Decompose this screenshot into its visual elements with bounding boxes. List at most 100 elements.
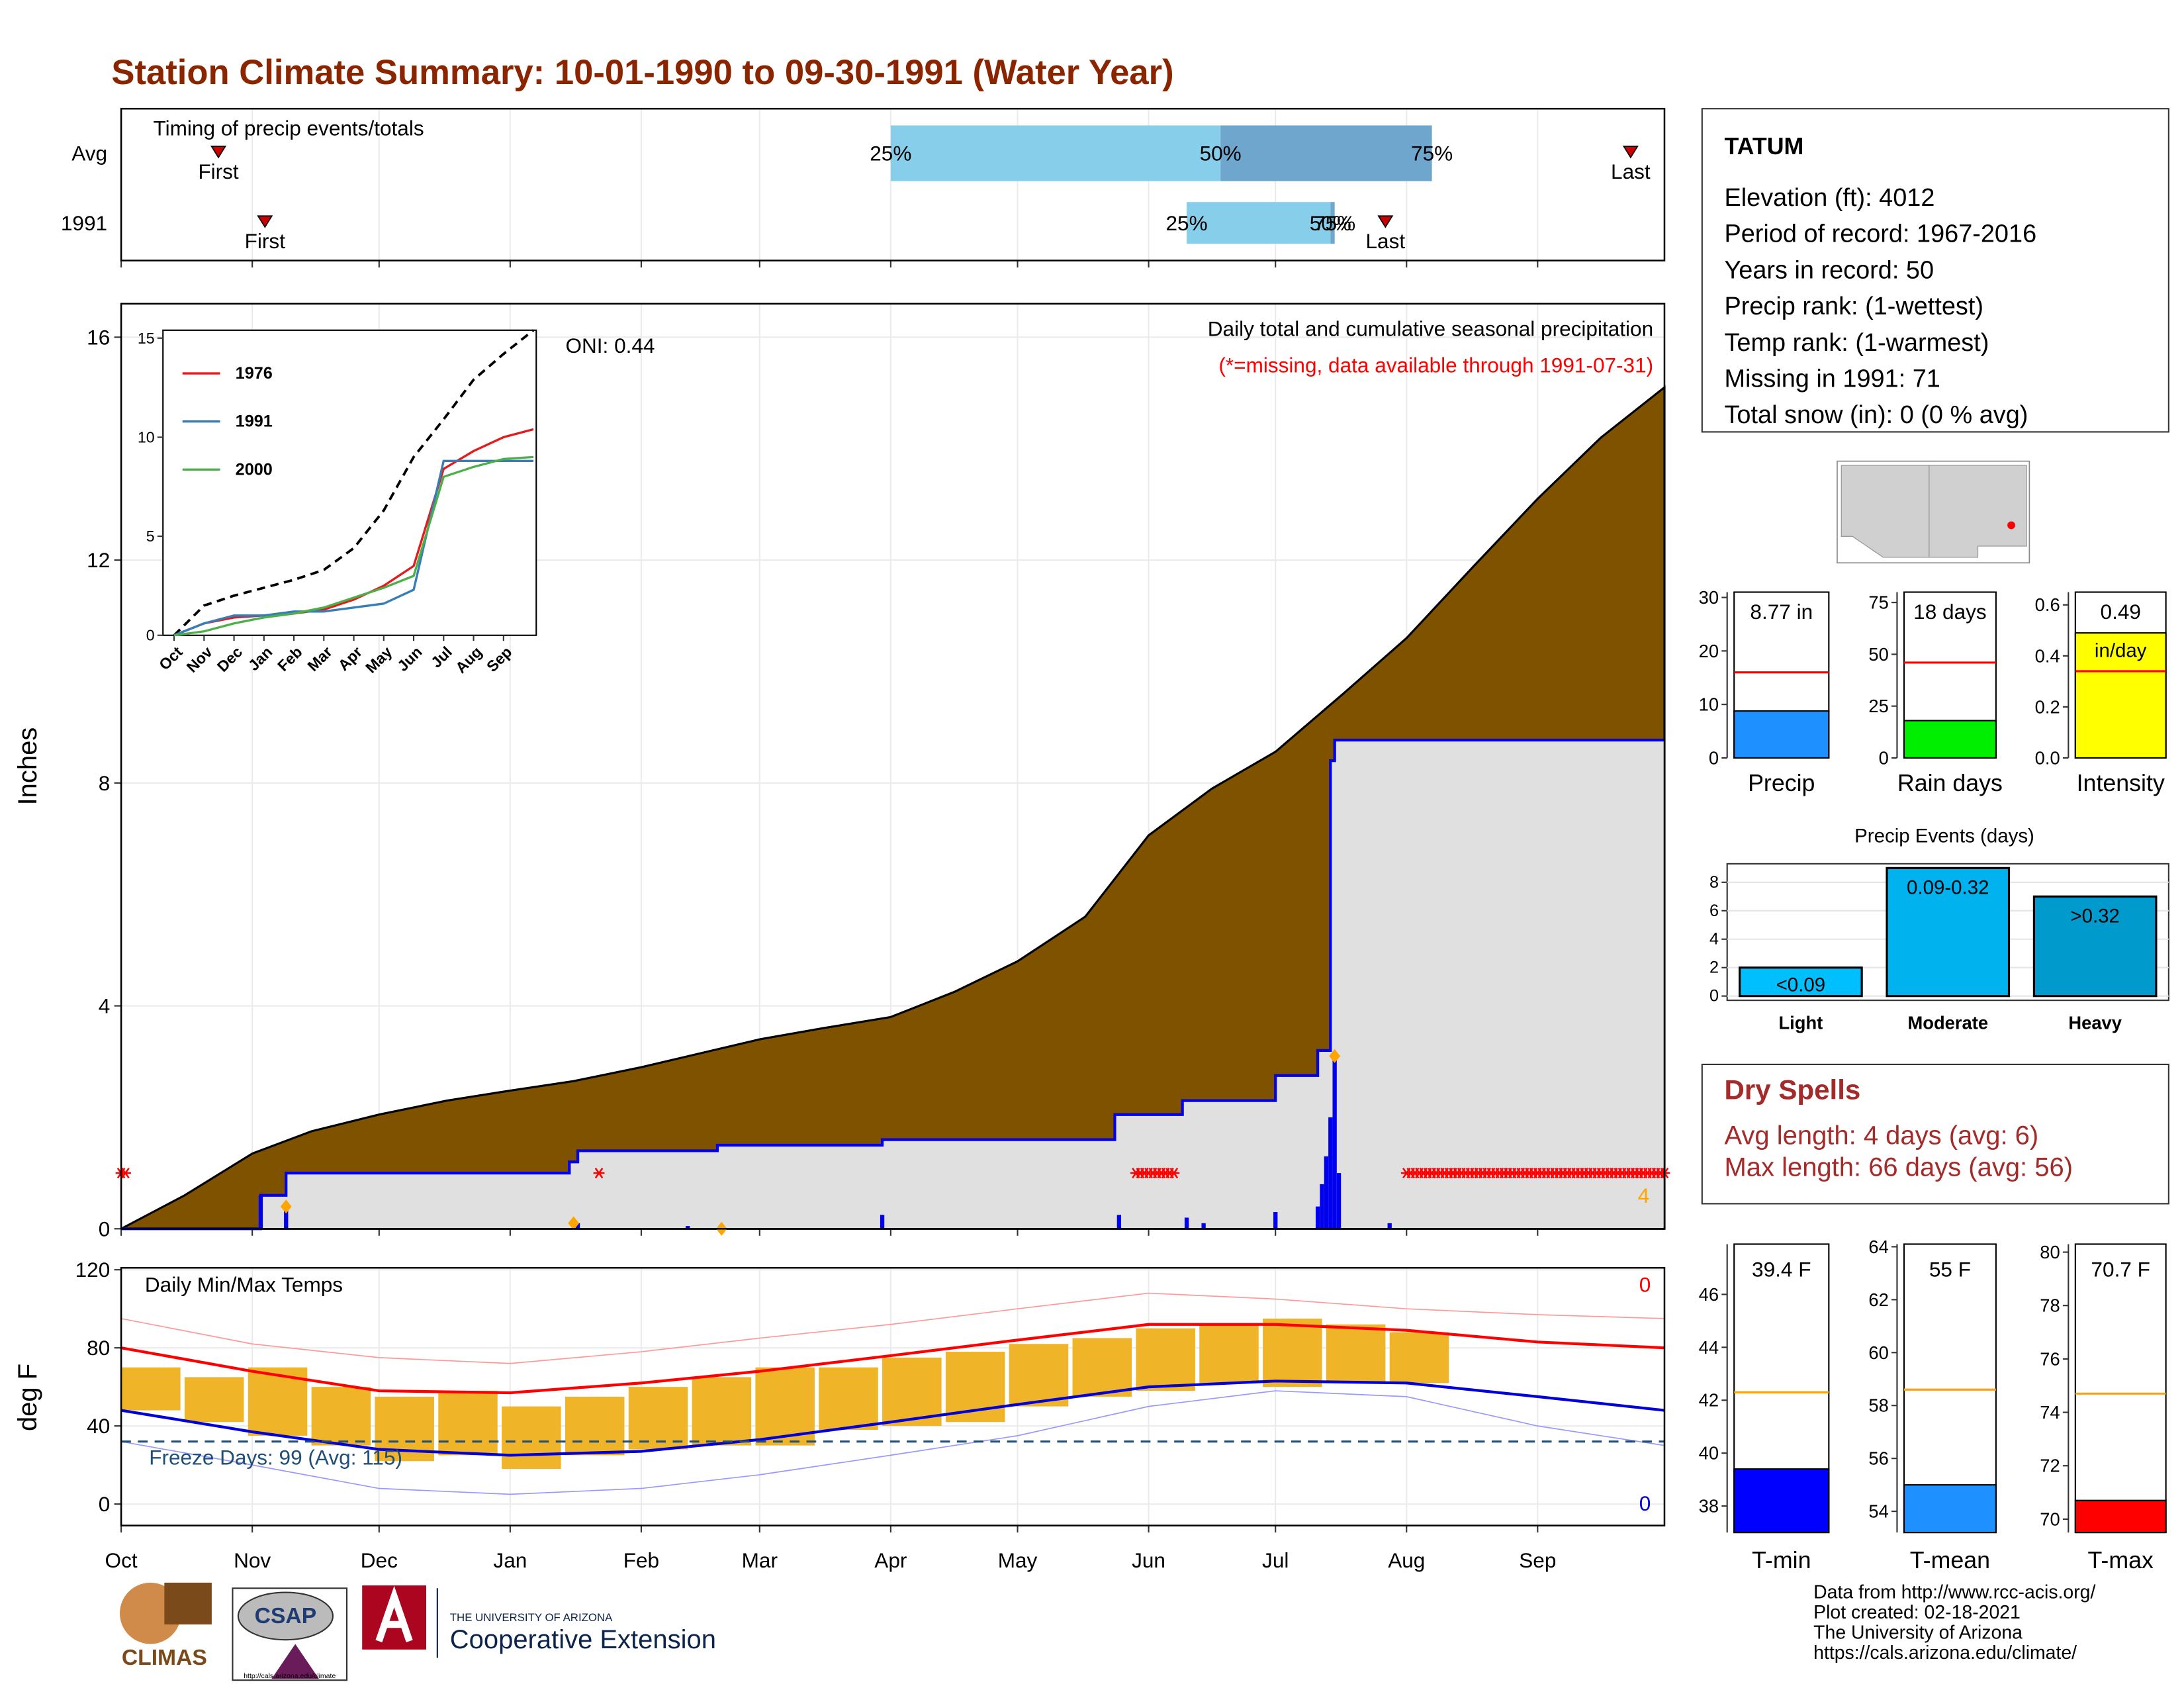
- y-tick-label: 8: [99, 771, 111, 795]
- event-label: First: [245, 229, 286, 253]
- y-tick-label: 120: [75, 1258, 111, 1282]
- daily-bar: [1273, 1212, 1278, 1229]
- y-tick-label: 58: [1868, 1395, 1888, 1416]
- y-tick-label: 0: [1709, 747, 1719, 768]
- summary-value: 0.49: [2101, 600, 2141, 624]
- missing-marker: [593, 1168, 605, 1179]
- temp-avg-line: [120, 1380, 1665, 1457]
- y-tick-label: 4: [99, 994, 111, 1018]
- record-low-count: 0: [1639, 1491, 1651, 1515]
- y-tick-label: 8: [1709, 873, 1719, 892]
- quartile-bar: [890, 125, 1221, 181]
- y-tick-label: 46: [1699, 1284, 1719, 1305]
- state-map: [1837, 460, 2030, 564]
- y-tick-label: 75: [1868, 592, 1888, 613]
- x-tick-label: Jun: [1132, 1548, 1165, 1572]
- y-tick-label: 0: [99, 1217, 111, 1241]
- temp-range-bar: [1263, 1318, 1322, 1387]
- summary-bar: [1733, 710, 1830, 759]
- cumulative-1991-line: [121, 738, 1664, 1231]
- summary-bar: [1903, 720, 1997, 759]
- temp-range-bar: [1199, 1324, 1259, 1383]
- y-tick-label: 20: [1699, 641, 1719, 661]
- temp-bar: [1903, 1484, 1997, 1534]
- y-tick-label: 44: [1699, 1337, 1719, 1358]
- temp-extreme-line: [120, 1390, 1665, 1495]
- dry-line: Avg length: 4 days (avg: 6): [1724, 1121, 2038, 1150]
- daily-bar: [1336, 1173, 1342, 1229]
- dry-line: Max length: 66 days (avg: 56): [1724, 1153, 2073, 1182]
- y-tick-label: 0: [1709, 987, 1719, 1006]
- temp-range-bar: [184, 1377, 244, 1423]
- y-tick-label: 40: [1699, 1443, 1719, 1464]
- inset-bg: [162, 329, 537, 636]
- daily-bar: [258, 1195, 263, 1229]
- y-tick-label: 70: [2040, 1509, 2060, 1529]
- daily-bar: [1315, 1206, 1320, 1229]
- y-tick-label: 62: [1868, 1289, 1888, 1310]
- temps-title: Daily Min/Max Temps: [145, 1272, 343, 1296]
- y-tick-label: 10: [1699, 694, 1719, 715]
- y-tick-label: 0.2: [2035, 696, 2060, 717]
- station-line: Elevation (ft): 4012: [1724, 184, 1934, 212]
- temp-range-bar: [1389, 1332, 1449, 1383]
- timing-frame: [120, 107, 1666, 261]
- extreme-count: 4: [1638, 1184, 1650, 1207]
- inset-line: [173, 455, 534, 637]
- temp-value: 39.4 F: [1752, 1257, 1811, 1281]
- row-label: Avg: [71, 142, 107, 165]
- y-tick-label: 16: [87, 325, 110, 349]
- y-tick-label: 40: [87, 1414, 110, 1438]
- inset-y-tick-label: 15: [138, 330, 155, 347]
- logos: [119, 1582, 438, 1681]
- y-tick-label: 72: [2040, 1456, 2060, 1476]
- station-name: TATUM: [1724, 133, 1803, 160]
- cumulative-1991-area: [121, 739, 1664, 1229]
- x-tick-label: Feb: [623, 1548, 659, 1572]
- summary-label: Precip: [1748, 770, 1815, 796]
- y-tick-label: 25: [1868, 696, 1888, 716]
- temp-range-bar: [438, 1391, 498, 1456]
- x-tick-label: Dec: [361, 1548, 398, 1572]
- y-tick-label: 50: [1868, 644, 1888, 665]
- temps-frame: [120, 1266, 1666, 1526]
- summary-label: Intensity: [2077, 770, 2165, 796]
- x-tick-label: Sep: [1519, 1548, 1556, 1572]
- temp-bar: [2074, 1499, 2167, 1534]
- event-marker: [1622, 146, 1639, 159]
- temp-range-bar: [1009, 1344, 1069, 1407]
- daily-bar: [284, 1206, 289, 1229]
- y-tick-label: 0: [99, 1492, 111, 1516]
- inset-line: [173, 428, 534, 637]
- temp-range-bar: [502, 1406, 561, 1470]
- temp-label: T-mean: [1910, 1547, 1990, 1573]
- station-line: Years in record: 50: [1724, 256, 1934, 284]
- inset-line: [173, 459, 534, 637]
- event-marker: [257, 215, 273, 228]
- summary-value: 8.77 in: [1750, 600, 1813, 624]
- quartile-bar: [1187, 202, 1331, 244]
- x-tick-label: May: [998, 1548, 1038, 1572]
- y-tick-label: 30: [1699, 587, 1719, 608]
- station-line: Precip rank: (1-wettest): [1724, 293, 1983, 320]
- logo-text: THE UNIVERSITY OF ARIZONA: [450, 1611, 613, 1624]
- y-tick-label: 42: [1699, 1390, 1719, 1411]
- y-tick-label: 38: [1699, 1496, 1719, 1517]
- legend-label: 2000: [236, 460, 273, 479]
- temp-range-bar: [819, 1367, 878, 1430]
- station-box: [1701, 108, 2169, 433]
- page-title: Station Climate Summary: 10-01-1990 to 0…: [111, 53, 1173, 92]
- legend-label: 1976: [236, 364, 273, 383]
- precip-title: Daily total and cumulative seasonal prec…: [1208, 317, 1653, 341]
- temp-range-bar: [628, 1387, 688, 1450]
- quartile-label: 50%: [1310, 211, 1351, 235]
- temp-range-bar: [692, 1377, 752, 1446]
- inset-y-tick-label: 0: [146, 627, 155, 644]
- temp-extreme-line: [120, 1292, 1665, 1364]
- quartile-label: 25%: [870, 142, 911, 165]
- temp-avg-line: [120, 1323, 1665, 1395]
- event-label: First: [198, 160, 239, 183]
- x-tick-label: Nov: [234, 1548, 271, 1572]
- quartile-label: 75%: [1314, 211, 1355, 235]
